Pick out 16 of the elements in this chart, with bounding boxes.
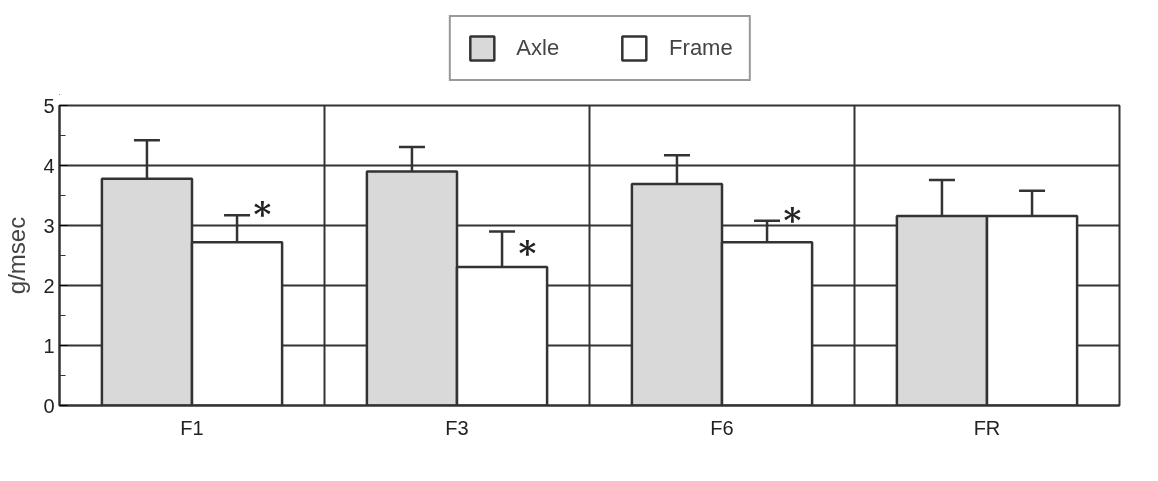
legend-label: Frame [669, 34, 733, 61]
y-tick-label: 5 [43, 94, 55, 117]
x-tick-label: FR [973, 416, 1001, 439]
annotation: * [253, 193, 272, 234]
y-tick-label: 4 [43, 154, 55, 177]
y-tick-label: 3 [43, 214, 55, 237]
y-axis-title: g/msec [3, 216, 31, 295]
annotation: * [518, 233, 537, 274]
annotation: * [783, 199, 802, 240]
legend-label: Axle [516, 34, 560, 61]
y-tick-label: 1 [43, 334, 55, 357]
y-tick-label: 0 [43, 394, 55, 417]
x-tick-label: F6 [710, 416, 734, 439]
x-tick-label: F1 [180, 416, 204, 439]
y-tick-label: 2 [43, 274, 55, 297]
x-tick-label: F3 [445, 416, 469, 439]
